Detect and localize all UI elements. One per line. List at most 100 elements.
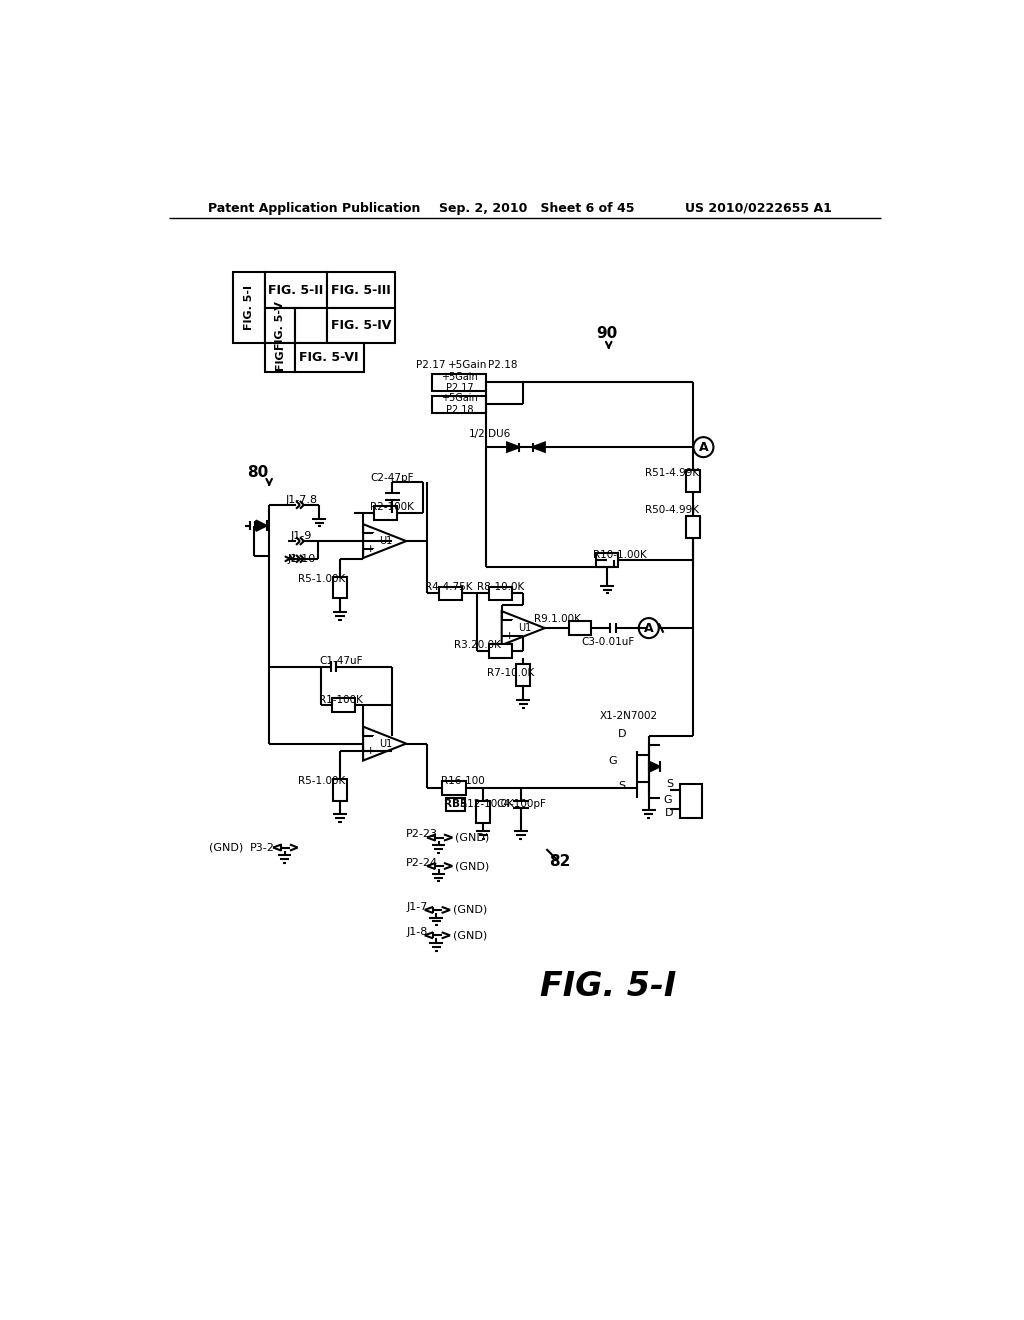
Bar xyxy=(265,343,295,372)
Text: FIG. 5-III: FIG. 5-III xyxy=(331,284,391,297)
Text: FIG. 5-I: FIG. 5-I xyxy=(540,970,676,1003)
Bar xyxy=(569,622,591,635)
Bar xyxy=(333,779,347,800)
Polygon shape xyxy=(532,442,545,451)
Text: +5Gain: +5Gain xyxy=(449,360,487,370)
Bar xyxy=(233,272,265,343)
Text: R50-4.99K: R50-4.99K xyxy=(645,506,699,515)
Bar xyxy=(333,698,355,711)
Text: J1-10: J1-10 xyxy=(288,554,315,564)
Text: J1-9: J1-9 xyxy=(291,531,312,541)
Bar xyxy=(680,784,701,817)
Bar xyxy=(476,801,490,822)
Text: R8-10.0K: R8-10.0K xyxy=(476,582,524,593)
Text: US 2010/0222655 A1: US 2010/0222655 A1 xyxy=(685,202,831,215)
Bar xyxy=(295,308,327,343)
Text: R9.1.00K: R9.1.00K xyxy=(535,614,582,624)
Bar xyxy=(438,586,462,601)
Text: (GND): (GND) xyxy=(456,833,489,842)
Bar xyxy=(516,664,530,686)
Text: FIG. 5-V: FIG. 5-V xyxy=(274,301,285,350)
Text: R2-100K: R2-100K xyxy=(371,502,415,512)
Text: R51-4.99K: R51-4.99K xyxy=(645,467,699,478)
Text: 90: 90 xyxy=(596,326,617,342)
Text: G: G xyxy=(664,795,673,805)
Text: U1: U1 xyxy=(380,536,393,546)
Text: D: D xyxy=(666,808,674,818)
Text: −: − xyxy=(505,615,514,626)
Text: −: − xyxy=(367,731,376,741)
Text: +5Gain
P2.18: +5Gain P2.18 xyxy=(441,393,478,414)
Text: C2-47pF: C2-47pF xyxy=(371,473,414,483)
Text: R7-10.0K: R7-10.0K xyxy=(487,668,535,677)
Text: X1-2N7002: X1-2N7002 xyxy=(600,711,657,721)
Text: Patent Application Publication: Patent Application Publication xyxy=(208,202,420,215)
Text: S: S xyxy=(618,781,626,791)
Text: G: G xyxy=(608,756,616,767)
Text: R10-1.00K: R10-1.00K xyxy=(593,550,647,560)
Text: C1-47uF: C1-47uF xyxy=(319,656,362,667)
Text: 82: 82 xyxy=(549,854,570,869)
Text: U1: U1 xyxy=(380,739,393,748)
Text: C4-100pF: C4-100pF xyxy=(497,799,547,809)
Text: (GND): (GND) xyxy=(454,931,487,940)
Text: S: S xyxy=(666,779,673,788)
Polygon shape xyxy=(649,762,660,772)
Text: R4-4.75K: R4-4.75K xyxy=(425,582,472,593)
Text: P2.18: P2.18 xyxy=(488,360,518,370)
Polygon shape xyxy=(256,520,267,531)
Bar xyxy=(432,374,486,391)
Text: +: + xyxy=(367,544,376,554)
Text: FIG.: FIG. xyxy=(274,346,285,371)
Text: (GND): (GND) xyxy=(210,842,244,853)
Text: 1/2.DU6: 1/2.DU6 xyxy=(469,429,511,440)
Text: R12-10.0K: R12-10.0K xyxy=(460,799,514,809)
Bar xyxy=(327,272,394,308)
Polygon shape xyxy=(507,442,519,451)
Bar xyxy=(446,799,465,810)
Bar xyxy=(488,586,512,601)
Text: P2.17: P2.17 xyxy=(416,360,445,370)
Bar xyxy=(327,308,394,343)
Text: FIG. 5-VI: FIG. 5-VI xyxy=(299,351,359,364)
Text: FIG. 5-I: FIG. 5-I xyxy=(244,285,254,330)
Text: P3-2: P3-2 xyxy=(250,842,274,853)
Text: (GND): (GND) xyxy=(454,906,487,915)
Text: J1-7.8: J1-7.8 xyxy=(286,495,317,504)
Bar xyxy=(488,644,512,659)
Bar xyxy=(265,272,327,308)
Text: FIG. 5-II: FIG. 5-II xyxy=(268,284,324,297)
Bar xyxy=(596,553,617,568)
Bar xyxy=(333,577,347,598)
Text: P2-23: P2-23 xyxy=(407,829,438,840)
Text: R5-1.00K: R5-1.00K xyxy=(298,574,345,583)
Text: RB5: RB5 xyxy=(443,800,467,809)
Text: Sep. 2, 2010   Sheet 6 of 45: Sep. 2, 2010 Sheet 6 of 45 xyxy=(438,202,634,215)
Text: P2-24: P2-24 xyxy=(407,858,438,869)
Bar xyxy=(686,516,699,539)
Text: 80: 80 xyxy=(247,465,268,480)
Text: +: + xyxy=(367,746,376,756)
Text: (GND): (GND) xyxy=(456,861,489,871)
Text: R1-100K: R1-100K xyxy=(318,694,362,705)
Bar xyxy=(432,396,486,412)
Text: A: A xyxy=(698,441,709,454)
Bar xyxy=(374,506,397,520)
Text: J1-8: J1-8 xyxy=(407,927,428,937)
Text: J1-7: J1-7 xyxy=(407,902,428,912)
Bar xyxy=(265,308,295,343)
Text: R5-1.00K: R5-1.00K xyxy=(298,776,345,785)
Text: +: + xyxy=(505,631,514,640)
Bar xyxy=(295,343,364,372)
Text: A: A xyxy=(644,622,653,635)
Text: U1: U1 xyxy=(518,623,531,634)
Text: −: − xyxy=(367,528,376,539)
Text: R3.20.0K: R3.20.0K xyxy=(454,640,501,649)
Text: +5Gain
P2.17: +5Gain P2.17 xyxy=(441,372,478,393)
Text: FIG. 5-IV: FIG. 5-IV xyxy=(331,319,391,333)
Text: D: D xyxy=(617,730,626,739)
Text: R16-100: R16-100 xyxy=(441,776,485,785)
Bar xyxy=(442,781,466,795)
Bar xyxy=(686,470,699,492)
Text: C3-0.01uF: C3-0.01uF xyxy=(582,638,635,647)
